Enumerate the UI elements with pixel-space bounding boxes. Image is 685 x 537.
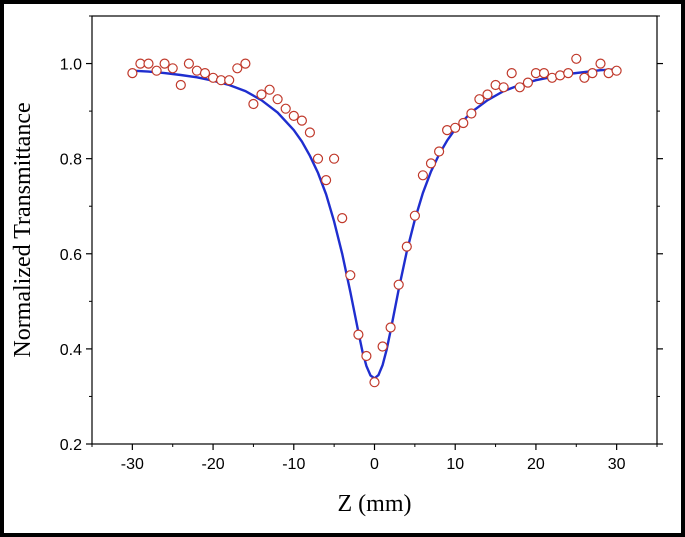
data-point [232,63,243,74]
data-point [538,67,550,79]
data-point [474,94,485,105]
data-point [151,65,162,76]
data-point [183,58,194,69]
data-point [611,65,622,76]
x-tick-label: -10 [282,456,305,473]
data-point [143,58,154,69]
data-point [312,153,324,164]
y-tick-label: 0.6 [60,247,82,264]
data-point [345,270,356,281]
x-tick-label: -20 [202,456,225,473]
data-point [450,122,461,133]
y-axis-title: Normalized Transmittance [10,102,36,357]
data-point [466,108,477,119]
data-point [377,341,388,352]
y-tick-label: 0.4 [60,342,82,359]
data-point [425,158,437,169]
x-tick-label: 20 [527,456,545,473]
data-point [199,67,211,79]
x-tick-label: -30 [121,456,144,473]
data-point [296,115,307,126]
data-point [321,175,332,186]
data-point [272,94,283,105]
data-point [240,58,251,69]
data-point [409,210,420,221]
data-point [506,67,517,79]
y-tick-label: 0.8 [60,152,82,169]
data-point [393,279,404,290]
data-point [224,75,235,86]
data-point [595,58,606,69]
data-point [514,82,525,93]
data-point [264,84,275,95]
data-point [563,67,574,79]
data-point [369,377,380,388]
data-point [401,241,412,252]
x-tick-label: 10 [446,456,464,473]
data-point [434,146,445,157]
x-axis: -30 -20 -10 0 10 20 30 [91,444,658,473]
y-tick-label: 0.2 [60,437,82,454]
y-axis: 0.2 0.4 0.6 0.8 1.0 [60,15,663,454]
data-point [248,98,259,110]
data-point [167,63,178,74]
data-point [361,350,372,362]
data-point [587,67,598,79]
data-point [353,329,364,340]
data-point [304,127,315,138]
x-tick-label: 0 [370,456,379,473]
x-tick-label: 30 [608,456,626,473]
data-point [127,67,138,79]
data-point [256,89,267,100]
x-axis-title: Z (mm) [338,491,412,517]
data-point [329,153,340,164]
data-point [280,103,291,114]
data-point [288,110,299,122]
data-point [417,170,428,181]
data-point [522,77,534,88]
data-point [579,72,590,83]
data-point [337,213,348,224]
data-point [159,58,170,69]
data-point [498,82,509,93]
y-tick-label: 1.0 [60,57,82,74]
data-markers [127,53,622,388]
data-point [175,79,186,91]
data-point [385,322,396,333]
data-point [482,89,493,100]
data-point [571,53,582,64]
data-point [458,117,469,129]
